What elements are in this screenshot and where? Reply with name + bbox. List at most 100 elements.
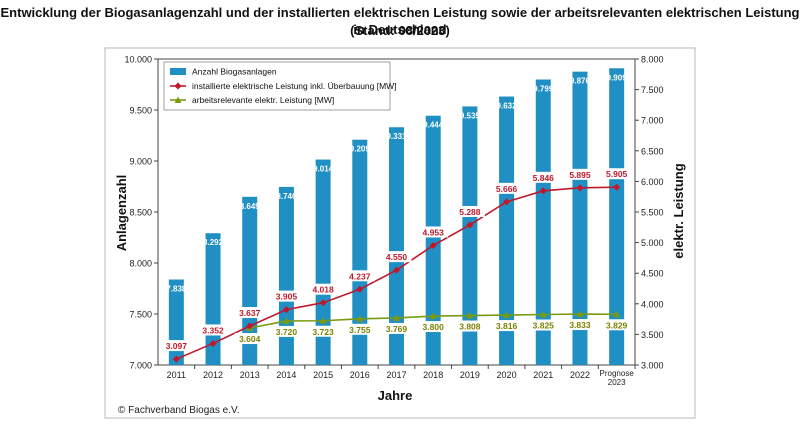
x-tick-label: 2017: [386, 370, 406, 380]
y2-tick-label: 5.000: [641, 238, 664, 248]
line-value-label: 4.237: [349, 271, 371, 281]
line-value-bg: [381, 322, 412, 334]
y-tick-label: 10.000: [124, 55, 152, 65]
legend-label: installierte elektrische Leistung inkl. …: [192, 81, 397, 91]
x-tick-label: 2013: [240, 370, 260, 380]
x-tick-label: 2022: [570, 370, 590, 380]
line-value-label: 3.829: [606, 320, 628, 330]
line-value-bg: [234, 307, 265, 319]
bar: [425, 115, 441, 365]
line-value-bg: [454, 205, 485, 217]
bar: [389, 127, 404, 365]
line-point: [466, 221, 474, 229]
line-value-bg: [601, 168, 632, 180]
line-point: [393, 266, 400, 274]
bar-value-label: 9.799: [533, 85, 554, 94]
line-value-bg: [418, 226, 449, 238]
line-value-label: 5.846: [533, 173, 555, 183]
source-note: © Fachverband Biogas e.V.: [118, 405, 240, 416]
line-point: [429, 312, 437, 320]
bar: [352, 139, 368, 365]
y-tick-label: 8.000: [129, 259, 152, 269]
bar-value-label: 8.649: [240, 202, 261, 211]
x-tick-label: 2021: [533, 370, 553, 380]
line-point: [282, 306, 290, 314]
line-value-label: 3.800: [423, 322, 445, 332]
line-point: [393, 314, 400, 321]
line-point: [356, 315, 364, 322]
line-value-label: 3.637: [239, 308, 261, 318]
line-value-bg: [528, 171, 559, 183]
x-tick-label: 2020: [497, 370, 517, 380]
line-point: [576, 310, 584, 318]
line-point: [576, 184, 584, 192]
bar-value-label: 9.535: [460, 111, 481, 120]
bar: [462, 106, 478, 366]
line-value-label: 3.833: [569, 320, 591, 330]
line-value-bg: [308, 283, 339, 295]
line-value-label: 4.018: [312, 285, 334, 295]
chart-frame: [104, 47, 696, 419]
bar: [572, 71, 588, 365]
line-value-label: 4.953: [423, 227, 445, 237]
line-value-label: 3.769: [386, 324, 408, 334]
line-value-label: 3.905: [276, 292, 298, 302]
chart-subtitle: (Stand: 08/2023): [350, 23, 450, 38]
x-tick-label: 2015: [313, 370, 333, 380]
line-value-bg: [344, 323, 375, 335]
bar-value-label: 9.876: [570, 77, 591, 86]
y2-tick-label: 3.000: [641, 361, 664, 371]
bar: [315, 159, 331, 365]
line-value-bg: [564, 168, 595, 180]
bar-value-label: 8.746: [276, 192, 297, 201]
line-value-bg: [271, 290, 302, 302]
line-value-label: 5.288: [459, 207, 481, 217]
bar: [242, 196, 258, 365]
line-value-label: 3.097: [166, 341, 188, 351]
y2-tick-label: 5.500: [641, 208, 664, 218]
legend-marker-diamond: [174, 82, 182, 90]
line-point: [503, 311, 511, 319]
legend-label: Anzahl Biogasanlagen: [192, 67, 277, 77]
line-value-bg: [344, 270, 375, 282]
line-value-label: 3.723: [312, 327, 334, 337]
line-value-bg: [564, 319, 595, 331]
x-tick-label: 2019: [460, 370, 480, 380]
legend-swatch-bar: [170, 68, 186, 75]
line-value-bg: [308, 325, 339, 337]
x-tick-label: 2014: [276, 370, 296, 380]
bar-value-label: 9.909: [607, 73, 628, 82]
y-tick-label: 9.000: [129, 157, 152, 167]
y2-tick-label: 7.000: [641, 116, 664, 126]
line-value-bg: [198, 324, 229, 336]
bar-value-label: 7.838: [166, 285, 187, 294]
x-tick-label: 2012: [203, 370, 223, 380]
line-value-label: 3.604: [239, 334, 261, 344]
line-point: [429, 241, 437, 249]
bar-value-label: 9.632: [497, 102, 518, 111]
bar-value-label: 8.292: [203, 238, 224, 247]
line-value-label: 3.755: [349, 325, 371, 335]
line-value-label: 5.895: [569, 170, 591, 180]
line-point: [613, 310, 621, 318]
line-point: [539, 187, 547, 195]
line-point: [539, 311, 547, 318]
line-point: [172, 355, 180, 363]
y-tick-label: 7.500: [129, 310, 152, 320]
y-tick-label: 8.500: [129, 208, 152, 218]
bar-value-label: 9.444: [423, 121, 444, 130]
line-value-label: 4.550: [386, 252, 408, 262]
chart-title: Entwicklung der Biogasanlagenzahl und de…: [0, 5, 800, 37]
line-point: [282, 317, 290, 324]
x-tick-label: 2016: [350, 370, 370, 380]
bar-value-label: 9.331: [386, 132, 407, 141]
y2-axis-label: elektr. Leistung: [671, 163, 686, 258]
bar-value-label: 9.209: [350, 145, 371, 154]
legend-marker-triangle: [174, 96, 182, 103]
line-value-label: 5.666: [496, 184, 518, 194]
line-value-bg: [418, 321, 449, 333]
x-tick-label: Prognose 2023: [600, 369, 635, 387]
line-value-bg: [528, 319, 559, 331]
y2-tick-label: 4.500: [641, 269, 664, 279]
